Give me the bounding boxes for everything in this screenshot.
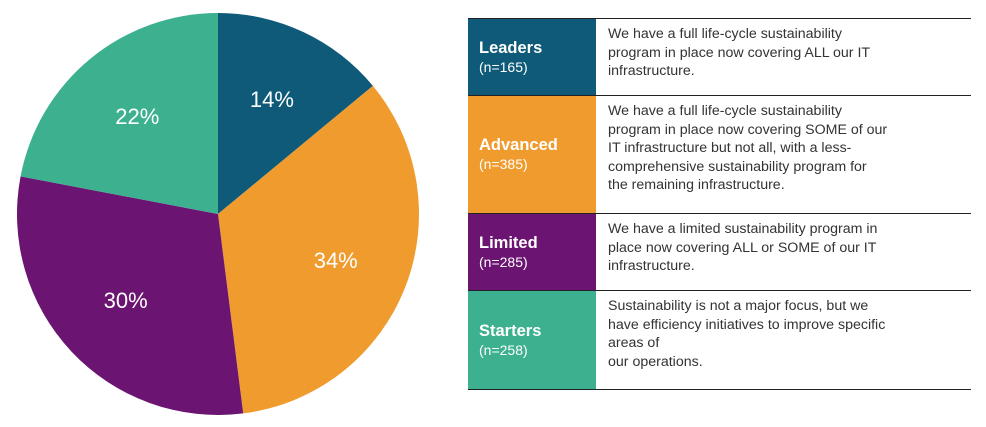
legend-swatch-limited: Limited (n=285) (468, 214, 596, 290)
slice-value-label: 14% (250, 87, 294, 112)
legend-swatch-leaders: Leaders (n=165) (468, 19, 596, 95)
pie-chart: 14% 34% 30% 22% (17, 13, 419, 415)
pie-slice-leaders (218, 13, 373, 214)
legend-name: Advanced (479, 136, 558, 154)
legend-description-line: comprehensive sustainability program for (608, 158, 867, 175)
legend-row-starters: Starters (n=258) Sustainability is not a… (468, 291, 971, 390)
pie-slice-limited (17, 176, 244, 415)
legend-description-line: have efficiency initiatives to improve s… (608, 316, 886, 333)
legend-name: Starters (479, 321, 542, 340)
legend-description-line: the remaining infrastructure. (608, 177, 785, 194)
legend-table: Leaders (n=165) We have a full life-cycl… (468, 18, 971, 390)
legend-description-line: program in place now covering SOME of ou… (608, 121, 888, 138)
legend-name: Limited (479, 233, 538, 252)
legend-description-line: IT infrastructure but not all, with a le… (608, 140, 852, 157)
legend-description-line: areas of (608, 335, 660, 352)
pie-slice-starters (20, 13, 219, 214)
legend-description: Sustainability is not a major focus, but… (596, 291, 971, 389)
legend-description-line: We have a limited sustainability program… (608, 221, 878, 237)
legend-description-line: We have a full life-cycle sustainability (608, 26, 842, 42)
legend-swatch-starters: Starters (n=258) (468, 291, 596, 389)
legend-swatch-advanced: Advanced (n=385) (468, 96, 596, 213)
legend-sample-size: (n=285) (479, 253, 528, 270)
slice-value-label: 30% (104, 288, 148, 313)
legend-sample-size: (n=385) (479, 156, 528, 172)
legend-row-leaders: Leaders (n=165) We have a full life-cycl… (468, 19, 971, 96)
legend-name: Leaders (479, 38, 543, 57)
legend-description-line: our operations. (608, 353, 703, 370)
legend-row-limited: Limited (n=285) We have a limited sustai… (468, 214, 971, 291)
legend-sample-size: (n=258) (479, 341, 528, 358)
legend-description-line: infrastructure. (608, 258, 695, 275)
legend-row-advanced: Advanced (n=385) We have a full life-cyc… (468, 96, 971, 214)
legend-description: We have a full life-cycle sustainability… (596, 19, 971, 95)
slice-value-label: 34% (314, 248, 358, 273)
legend-sample-size: (n=165) (479, 58, 528, 75)
legend-description: We have a full life-cycle sustainability… (596, 96, 971, 213)
legend-description-line: infrastructure. (608, 63, 695, 80)
slice-value-label: 22% (115, 104, 159, 129)
legend-description-line: We have a full life-cycle sustainability (608, 103, 842, 119)
legend-description-line: Sustainability is not a major focus, but… (608, 298, 869, 314)
legend-description-line: program in place now covering ALL our IT (608, 44, 871, 61)
pie-slice-advanced (218, 85, 419, 414)
legend-description-line: place now covering ALL or SOME of our IT (608, 239, 877, 256)
legend-description: We have a limited sustainability program… (596, 214, 971, 290)
